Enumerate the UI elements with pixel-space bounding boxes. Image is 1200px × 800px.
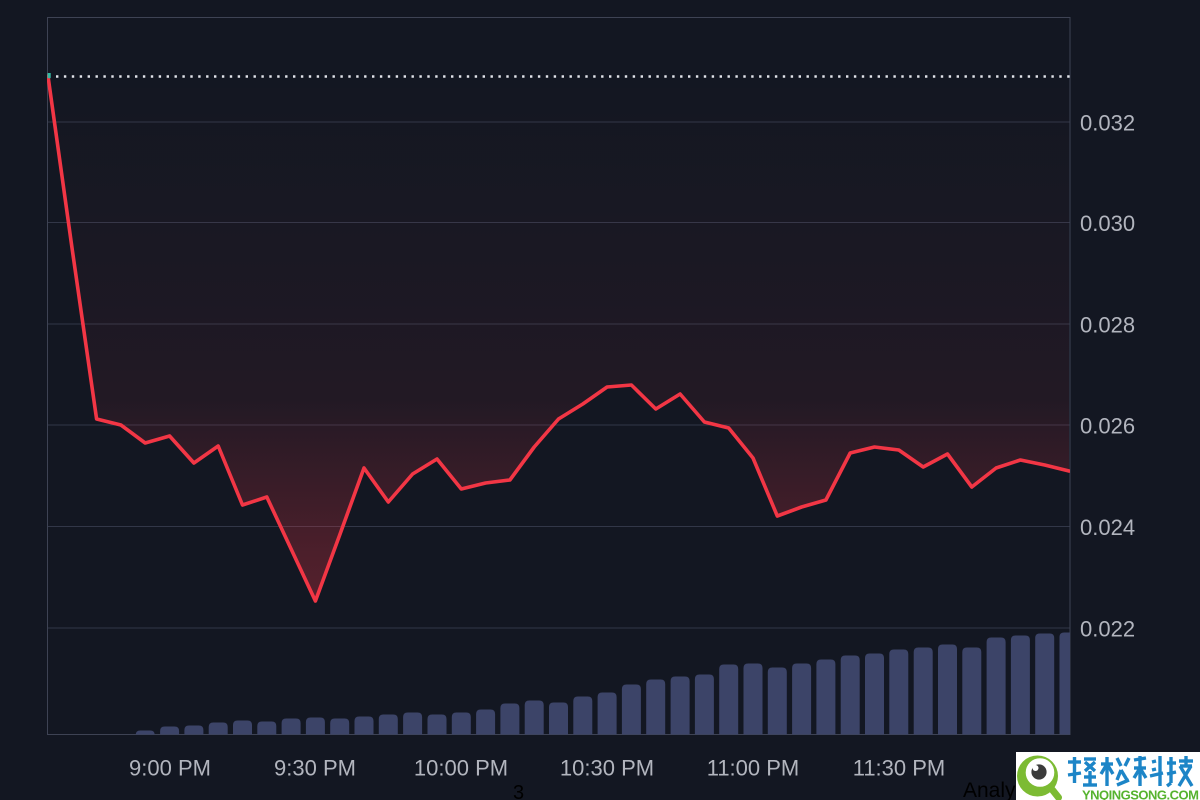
svg-text:10:00 PM: 10:00 PM — [414, 756, 508, 781]
svg-text:0.030: 0.030 — [1080, 211, 1135, 236]
svg-text:9:00 PM: 9:00 PM — [129, 756, 211, 781]
svg-text:0.032: 0.032 — [1080, 111, 1135, 136]
svg-text:0.022: 0.022 — [1080, 617, 1135, 642]
svg-text:YNQINGSONG.COM: YNQINGSONG.COM — [1082, 788, 1199, 800]
svg-text:9:30 PM: 9:30 PM — [274, 756, 356, 781]
svg-text:3: 3 — [513, 782, 524, 800]
svg-text:0.024: 0.024 — [1080, 515, 1135, 540]
svg-text:0.028: 0.028 — [1080, 313, 1135, 338]
svg-text:0.026: 0.026 — [1080, 414, 1135, 439]
svg-text:10:30 PM: 10:30 PM — [560, 756, 654, 781]
svg-text:11:00 PM: 11:00 PM — [707, 756, 800, 781]
svg-text:11:30 PM: 11:30 PM — [853, 756, 946, 781]
